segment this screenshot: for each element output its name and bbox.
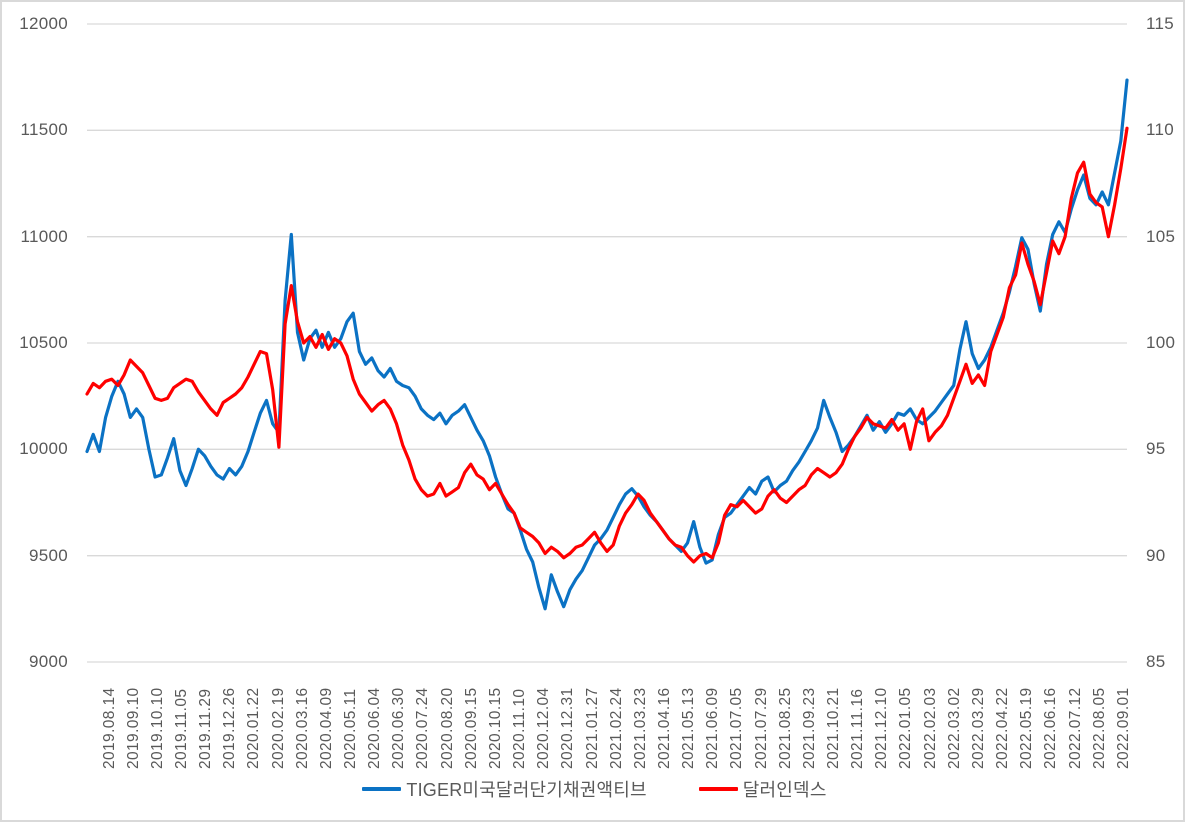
chart-legend: TIGER미국달러단기채권액티브 달러인덱스 bbox=[2, 776, 1183, 802]
x-axis-tick-2021.01.27: 2021.01.27 bbox=[583, 687, 601, 769]
x-axis-tick-2021.04.16: 2021.04.16 bbox=[655, 687, 673, 769]
y-axis-right-tick-100: 100 bbox=[1146, 333, 1176, 352]
series-line-dollar-index bbox=[85, 126, 1129, 564]
y-axis-left-tick-12000: 12000 bbox=[19, 14, 68, 33]
x-axis-tick-2020.11.10: 2020.11.10 bbox=[511, 688, 529, 769]
x-axis-tick-2020.04.09: 2020.04.09 bbox=[317, 687, 335, 769]
x-axis-tick-2022.05.19: 2022.05.19 bbox=[1018, 687, 1036, 769]
legend-label-tiger: TIGER미국달러단기채권액티브 bbox=[406, 780, 647, 800]
x-axis-tick-2022.06.16: 2022.06.16 bbox=[1042, 687, 1060, 769]
x-axis-tick-2021.10.21: 2021.10.21 bbox=[825, 687, 842, 769]
x-axis-tick-2019.09.10: 2019.09.10 bbox=[124, 687, 142, 769]
x-axis-tick-2022.08.05: 2022.08.05 bbox=[1090, 687, 1108, 769]
legend-item-dollar-index: 달러인덱스 bbox=[698, 776, 827, 802]
x-axis-tick-2019.11.05: 2019.11.05 bbox=[172, 688, 190, 769]
y-axis-left-tick-10500: 10500 bbox=[19, 333, 68, 352]
x-axis-tick-2019.11.29: 2019.11.29 bbox=[197, 688, 215, 769]
x-axis-tick-2020.06.04: 2020.06.04 bbox=[366, 687, 384, 769]
x-axis-tick-2020.08.20: 2020.08.20 bbox=[438, 687, 456, 769]
x-axis-tick-2021.02.24: 2021.02.24 bbox=[607, 687, 625, 769]
y-axis-left-tick-11000: 11000 bbox=[20, 226, 68, 246]
x-axis-tick-2021.07.05: 2021.07.05 bbox=[728, 687, 746, 769]
x-axis-tick-2019.08.14: 2019.08.14 bbox=[100, 687, 118, 769]
series-line-tiger-etf bbox=[85, 78, 1129, 611]
x-axis-tick-2020.05.11: 2020.05.11 bbox=[342, 688, 359, 769]
legend-line-swatch-red bbox=[698, 787, 738, 791]
x-axis-tick-2021.05.13: 2021.05.13 bbox=[680, 687, 698, 769]
y-axis-right-tick-90: 90 bbox=[1146, 545, 1166, 565]
legend-item-tiger: TIGER미국달러단기채권액티브 bbox=[362, 776, 647, 802]
x-axis-tick-2021.11.16: 2021.11.16 bbox=[849, 688, 867, 769]
x-axis-tick-2021.12.10: 2021.12.10 bbox=[873, 687, 891, 769]
x-axis-tick-2020.10.15: 2020.10.15 bbox=[486, 687, 504, 769]
y-axis-right-tick-95: 95 bbox=[1146, 439, 1166, 459]
y-axis-left-tick-10000: 10000 bbox=[19, 439, 68, 459]
x-axis-tick-2020.03.16: 2020.03.16 bbox=[293, 687, 311, 769]
x-axis-tick-2020.09.15: 2020.09.15 bbox=[462, 687, 480, 769]
x-axis-tick-2020.12.04: 2020.12.04 bbox=[535, 687, 553, 769]
x-axis-tick-2020.06.30: 2020.06.30 bbox=[390, 687, 408, 769]
x-axis-tick-2020.02.19: 2020.02.19 bbox=[269, 687, 287, 769]
x-axis-tick-2022.07.12: 2022.07.12 bbox=[1066, 687, 1084, 769]
y-axis-right-tick-110: 110 bbox=[1146, 120, 1175, 140]
y-axis-left-tick-11500: 11500 bbox=[20, 120, 68, 140]
x-axis-tick-2020.12.31: 2020.12.31 bbox=[559, 687, 577, 769]
x-axis-tick-2022.01.05: 2022.01.05 bbox=[897, 687, 915, 769]
x-axis-tick-2022.04.22: 2022.04.22 bbox=[994, 687, 1012, 769]
y-axis-right-tick-105: 105 bbox=[1146, 226, 1176, 246]
x-axis-tick-2020.01.22: 2020.01.22 bbox=[245, 687, 263, 769]
y-axis-right-tick-85: 85 bbox=[1146, 652, 1166, 671]
x-axis-tick-2020.07.24: 2020.07.24 bbox=[414, 687, 432, 769]
x-axis-tick-2021.08.25: 2021.08.25 bbox=[776, 687, 794, 769]
legend-line-swatch-blue bbox=[362, 787, 402, 791]
x-axis-tick-2021.06.09: 2021.06.09 bbox=[704, 687, 722, 769]
x-axis-tick-2022.02.03: 2022.02.03 bbox=[921, 687, 939, 769]
legend-label-dollar-index: 달러인덱스 bbox=[742, 780, 827, 800]
y-axis-left-tick-9000: 9000 bbox=[28, 652, 68, 671]
x-axis-tick-2022.03.02: 2022.03.02 bbox=[945, 687, 963, 769]
x-axis-tick-2019.12.26: 2019.12.26 bbox=[221, 687, 239, 769]
x-axis-tick-2019.10.10: 2019.10.10 bbox=[148, 687, 166, 769]
x-axis-tick-2021.03.23: 2021.03.23 bbox=[631, 687, 649, 769]
x-axis-tick-2022.09.01: 2022.09.01 bbox=[1114, 687, 1132, 769]
x-axis-tick-2022.03.29: 2022.03.29 bbox=[969, 687, 987, 769]
x-axis-tick-2021.07.29: 2021.07.29 bbox=[752, 687, 770, 769]
y-axis-left-tick-9500: 9500 bbox=[28, 545, 68, 565]
x-axis-tick-2021.09.23: 2021.09.23 bbox=[800, 687, 818, 769]
y-axis-right-tick-115: 115 bbox=[1146, 14, 1175, 33]
